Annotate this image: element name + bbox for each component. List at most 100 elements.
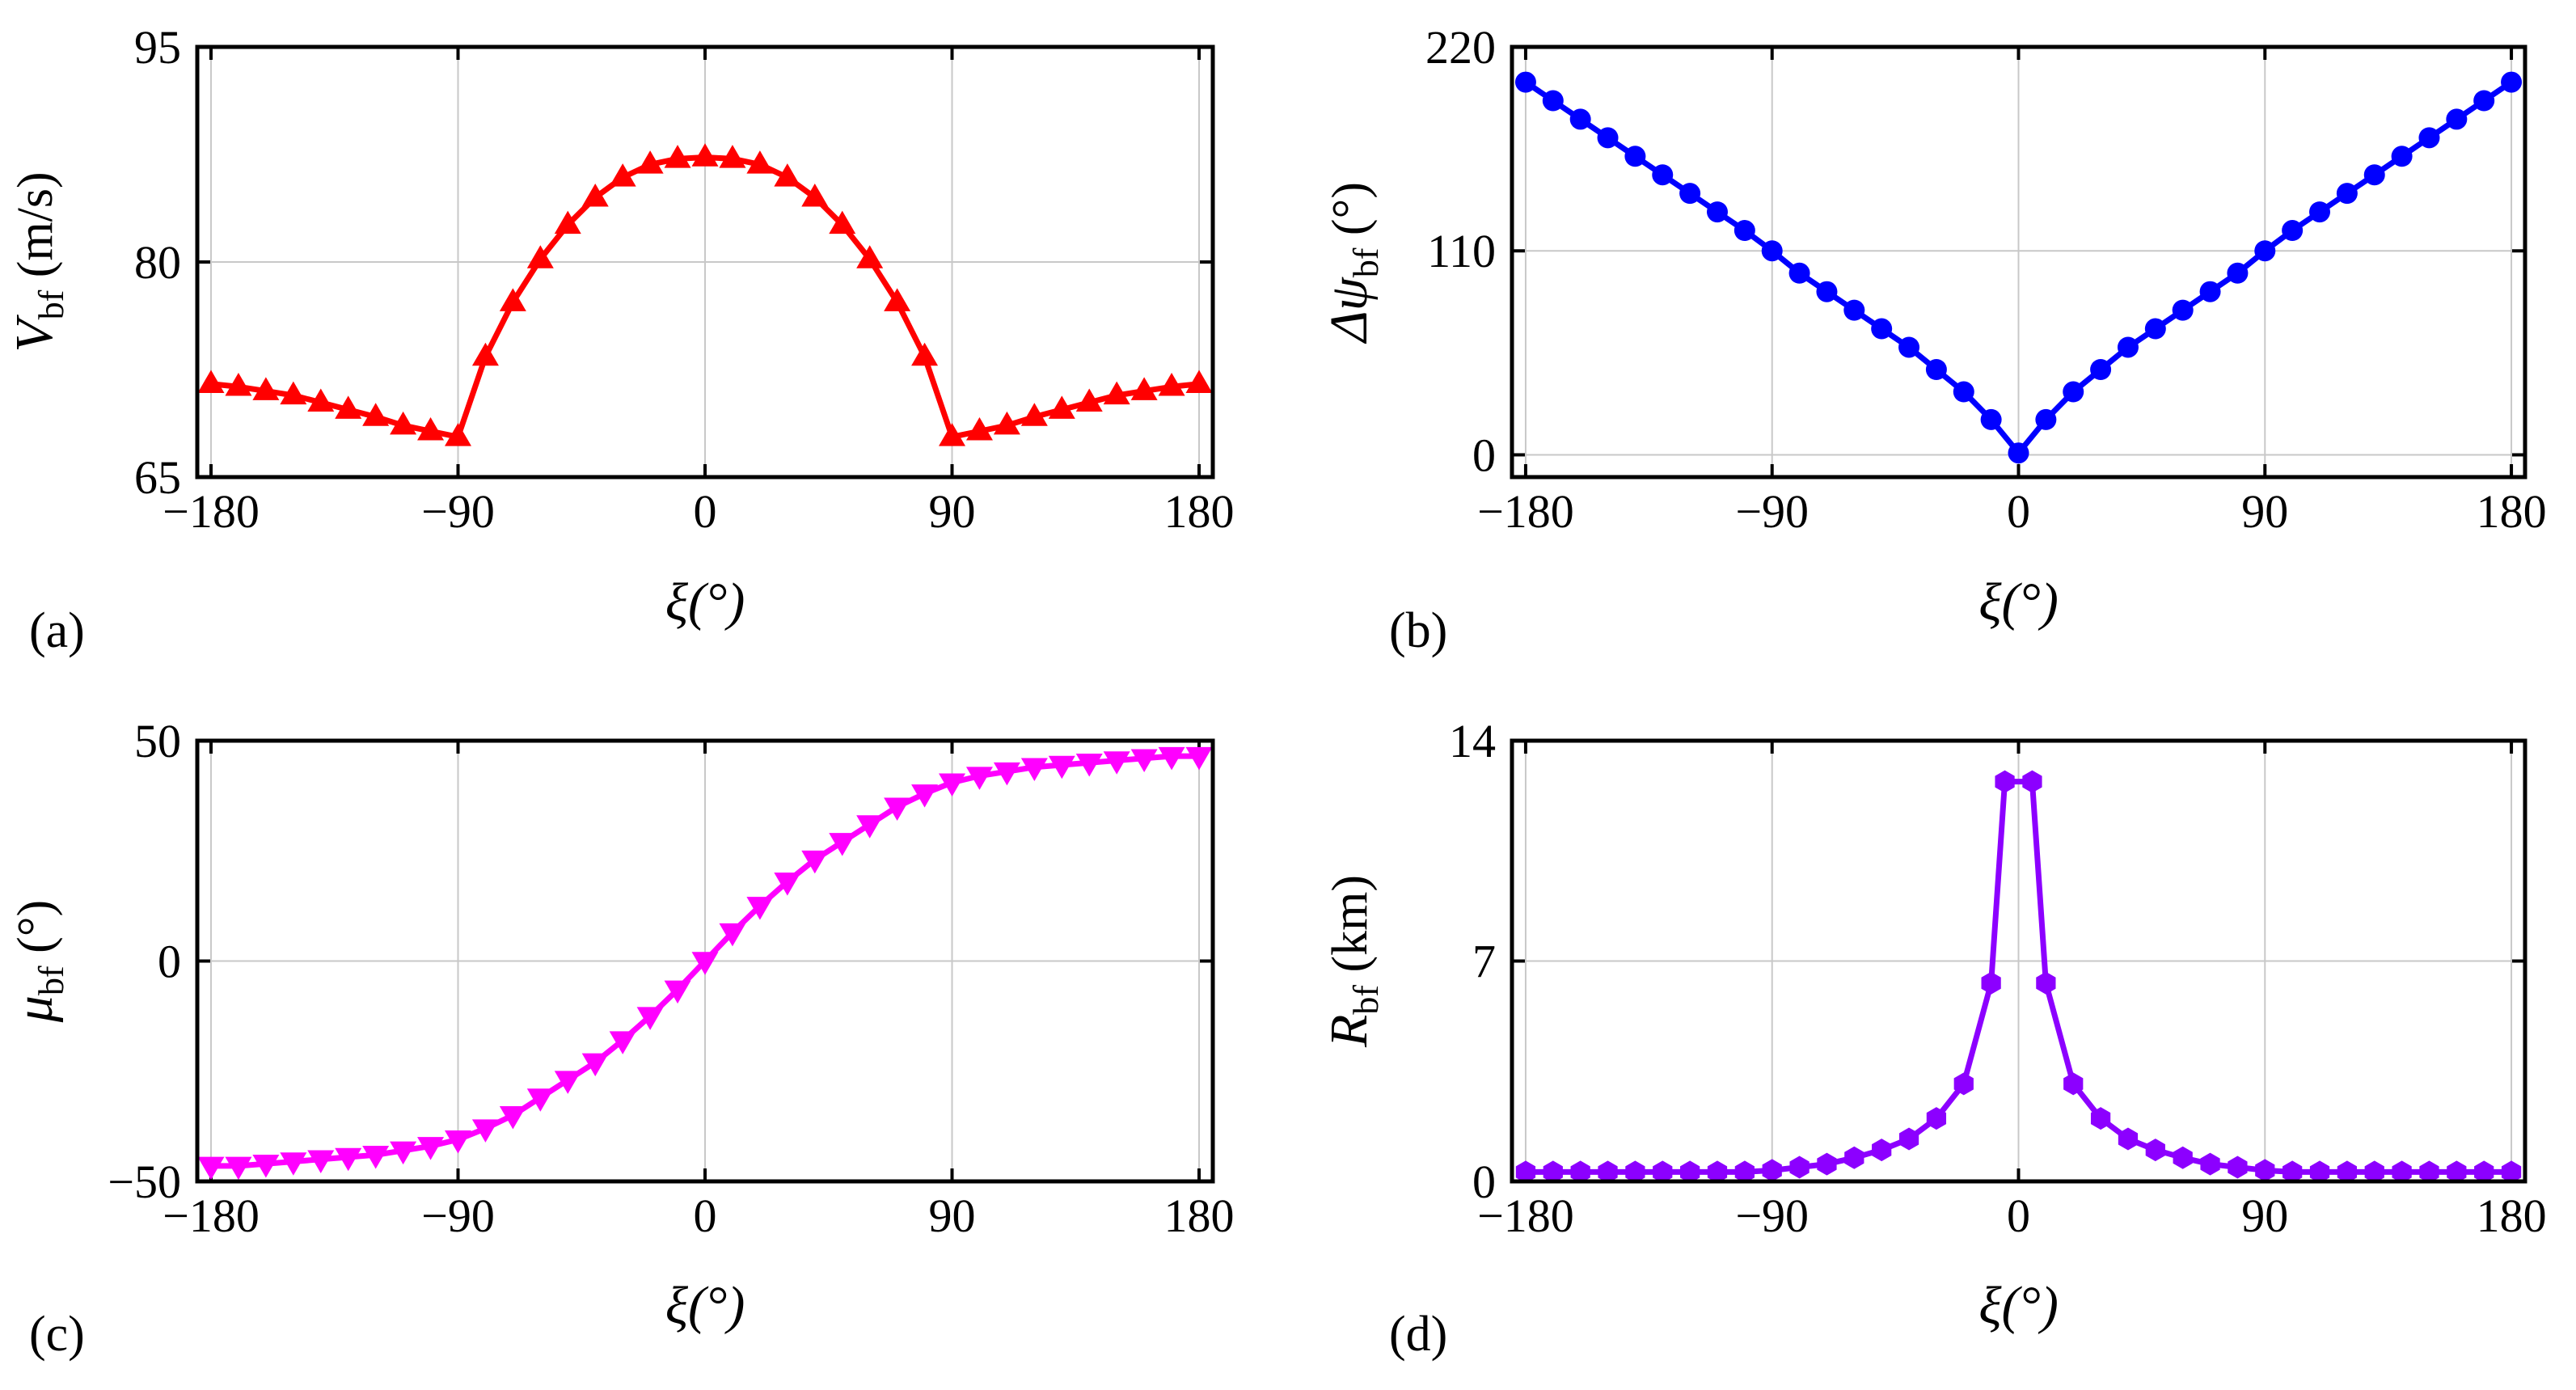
x-axis-label: ξ(°) [1978,572,2059,632]
x-tick-label: −180 [1477,1189,1574,1242]
data-point [2144,318,2166,340]
y-axis-symbol: V [5,315,64,353]
data-point [2255,1159,2275,1182]
x-tick-label: 180 [2477,485,2547,538]
data-point [746,150,774,174]
x-tick-label: 180 [1164,485,1235,538]
data-point [362,403,390,426]
data-point [2309,1160,2330,1184]
data-point [554,210,581,234]
y-axis-unit: (°) [8,900,63,966]
data-point [390,411,417,435]
data-point [1734,1160,1755,1184]
data-point [2172,299,2194,321]
x-tick-label: −180 [1477,485,1574,538]
data-point [911,784,939,808]
data-point [581,183,609,207]
data-point [884,288,911,311]
x-tick-label: 180 [1164,1189,1235,1242]
data-point [335,1147,362,1172]
x-tick-label: −90 [1735,485,1809,538]
data-point [1185,370,1213,393]
data-point [1789,1156,1810,1179]
data-point [2391,146,2413,167]
data-point [280,381,307,405]
x-tick-label: 90 [929,485,976,538]
data-point [444,423,471,446]
data-point [2418,127,2440,149]
data-point [2090,359,2112,380]
data-point [197,370,225,393]
data-point [939,423,966,446]
data-point [993,762,1020,786]
plot-frame [195,738,1215,1184]
data-point [1788,262,1810,284]
data-point [1048,395,1075,419]
data-point [499,288,526,311]
data-point [471,1119,499,1143]
data-point [2363,164,2385,186]
y-tick-label: 50 [134,715,181,767]
data-point [1020,758,1048,781]
data-point [499,1106,526,1130]
data-point [1981,971,2001,995]
data-point [1707,1160,1728,1184]
data-point [1514,71,1536,93]
data-point [939,773,966,797]
data-point [636,1007,664,1030]
panel-label: (c) [29,1307,85,1362]
y-tick-label: 110 [1427,225,1496,277]
data-point [1569,108,1591,130]
data-point [1515,1160,1536,1184]
y-axis-symbol: μ [5,995,64,1023]
data-point [1761,240,1783,262]
x-tick-label: 0 [2007,485,2030,538]
data-point [856,245,884,268]
data-point [2118,1127,2139,1151]
data-point [1898,1127,1919,1151]
data-point [1075,754,1103,777]
data-point [2035,408,2057,430]
data-point [2501,1160,2522,1184]
data-point [2090,1107,2111,1130]
data-point [1679,183,1701,205]
data-point [1158,373,1185,396]
panel-label: (a) [29,603,85,658]
y-axis-subscript: bf [32,289,71,319]
data-point [774,872,801,896]
data-point [801,850,829,874]
data-point [2063,381,2084,403]
data-point [1816,281,1838,302]
y-axis-label: μbf (°) [5,900,71,1023]
data-point [965,767,993,790]
chart-panel-b: −180 −90 0 90 180 0 110 220 ξ(°) Δψbf (°) (b) [1320,21,2547,658]
data-point [1926,1107,1947,1130]
data-point [1048,755,1075,779]
data-point [1925,359,1947,380]
plot-frame [1510,738,2527,1184]
data-point [1872,1139,1892,1162]
chart-panel-c: −180 −90 0 90 180 −50 0 50 ξ(°) μbf (°) (c) [5,715,1235,1362]
data-point [2228,1156,2248,1179]
data-point [1570,1160,1590,1184]
data-point [2254,240,2276,262]
data-point [1625,1160,1645,1184]
x-tick-label: 0 [2007,1189,2030,1242]
data-point [636,150,664,174]
data-point [1075,388,1103,412]
data-point [2063,1072,2084,1096]
data-point [2145,1139,2165,1162]
y-tick-label: 80 [134,236,181,289]
data-point [2309,201,2331,223]
data-point [1995,770,2015,793]
data-point [1597,127,1619,149]
y-axis-subscript: bf [1346,247,1386,277]
data-point [1543,1160,1563,1184]
y-axis-symbol: R [1320,1015,1379,1048]
data-point [1130,749,1158,773]
data-point [993,411,1020,435]
y-axis-unit: (°) [1323,182,1378,248]
plot-frame [195,44,1215,480]
data-point [417,1137,445,1160]
